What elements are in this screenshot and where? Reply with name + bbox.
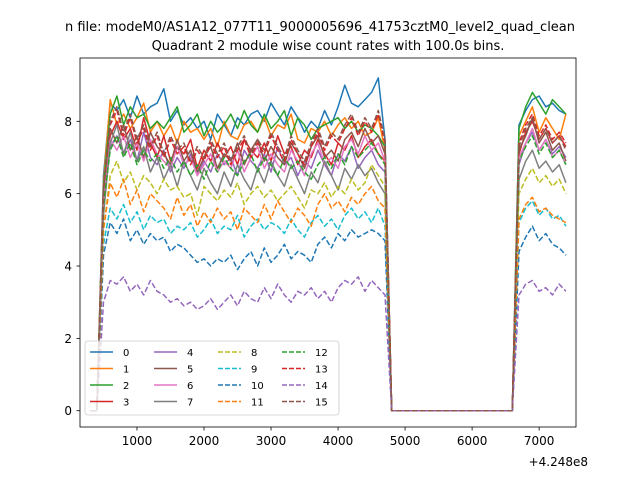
y-axis-ticks: 0 2 4 6 8 — [64, 115, 80, 418]
legend-label-5: 5 — [187, 365, 193, 376]
x-tick-label: 4000 — [323, 434, 354, 448]
y-tick-label: 4 — [64, 260, 72, 274]
legend-label-10: 10 — [251, 381, 264, 392]
legend-label-1: 1 — [123, 365, 129, 376]
figure-suptitle: n file: modeM0/AS1A12_077T11_9000005696_… — [65, 20, 575, 35]
legend-label-7: 7 — [187, 398, 193, 409]
legend-label-8: 8 — [251, 348, 257, 359]
legend-label-14: 14 — [315, 381, 328, 392]
x-tick-label: 2000 — [189, 434, 220, 448]
x-tick-label: 7000 — [524, 434, 555, 448]
y-tick-label: 8 — [64, 115, 72, 129]
legend-label-0: 0 — [123, 348, 129, 359]
x-tick-label: 1000 — [122, 434, 153, 448]
series-line-10 — [90, 218, 567, 412]
chart-title: Quadrant 2 module wise count rates with … — [152, 39, 505, 54]
legend-label-4: 4 — [187, 348, 193, 359]
legend-label-15: 15 — [315, 398, 328, 409]
x-tick-label: 3000 — [256, 434, 287, 448]
legend-label-3: 3 — [123, 398, 129, 409]
legend-label-11: 11 — [251, 398, 264, 409]
series-line-15 — [90, 106, 567, 412]
y-tick-label: 0 — [64, 404, 72, 418]
axes-frame — [79, 57, 577, 428]
y-tick-label: 2 — [64, 332, 72, 346]
legend-label-2: 2 — [123, 381, 129, 392]
series-layer — [90, 77, 567, 412]
legend-box — [84, 340, 340, 416]
legend-label-6: 6 — [187, 381, 193, 392]
x-offset-label: +4.248e8 — [529, 455, 588, 469]
legend-label-12: 12 — [315, 348, 328, 359]
legend-label-9: 9 — [251, 365, 257, 376]
x-tick-label: 5000 — [390, 434, 421, 448]
legend-label-13: 13 — [315, 365, 328, 376]
x-axis-ticks: 1000 2000 3000 4000 5000 6000 7000 — [122, 427, 555, 448]
x-tick-label: 6000 — [457, 434, 488, 448]
y-tick-label: 6 — [64, 187, 72, 201]
